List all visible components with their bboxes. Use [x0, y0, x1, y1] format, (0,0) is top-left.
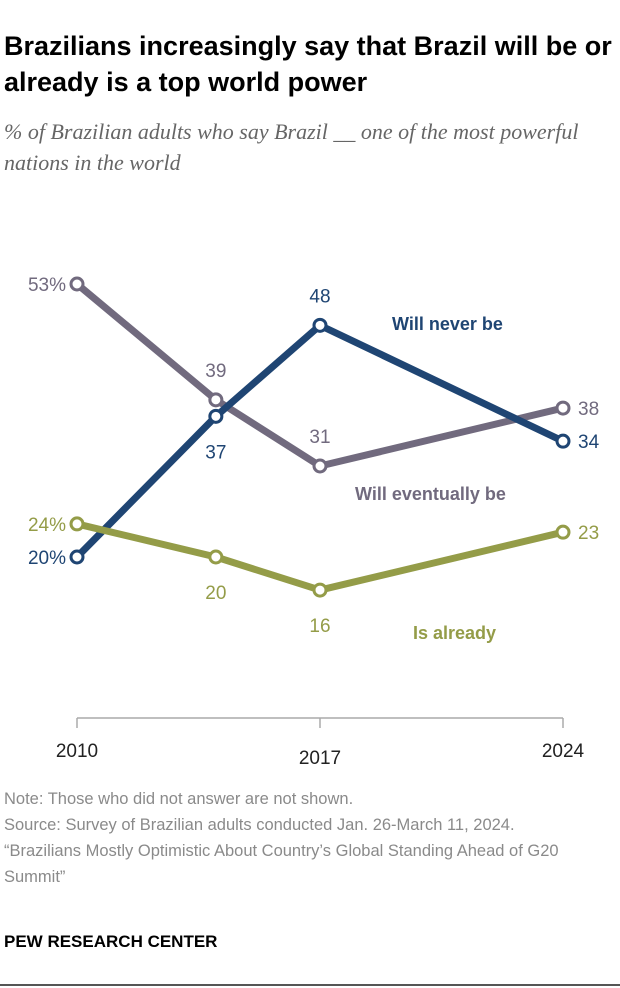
data-label: 48: [309, 286, 330, 307]
data-point: [312, 458, 328, 474]
data-point: [69, 276, 85, 292]
data-point: [69, 516, 85, 532]
series-line: [76, 520, 564, 594]
data-label: 53%: [28, 275, 66, 296]
data-label: 34: [578, 432, 600, 453]
series-label: Is already: [413, 623, 496, 643]
data-label: 20: [205, 583, 226, 604]
source-text: Source: Survey of Brazilian adults condu…: [4, 816, 515, 834]
data-label: 31: [309, 427, 330, 448]
chart-title: Brazilians increasingly say that Brazil …: [4, 31, 612, 97]
data-point: [69, 549, 85, 565]
x-tick-label: 2010: [56, 741, 98, 762]
chart-subtitle: % of Brazilian adults who say Brazil __ …: [4, 119, 579, 175]
data-point: [208, 408, 224, 424]
data-point: [312, 582, 328, 598]
data-label: 20%: [28, 548, 66, 569]
series-label: Will never be: [392, 314, 503, 334]
data-point: [208, 549, 224, 565]
report-title: “Brazilians Mostly Optimistic About Coun…: [4, 842, 559, 886]
brand-logo-text: PEW RESEARCH CENTER: [4, 932, 218, 951]
data-point: [312, 317, 328, 333]
data-point: [208, 392, 224, 408]
footer-notes: Note: Those who did not answer are not s…: [4, 786, 614, 890]
data-point: [555, 400, 571, 416]
x-tick-label: 2024: [542, 741, 585, 762]
series-label: Will eventually be: [355, 484, 506, 504]
series-line: [74, 281, 564, 470]
data-point: [555, 433, 571, 449]
data-label: 38: [578, 399, 599, 420]
data-label: 37: [205, 442, 226, 463]
data-label: 16: [309, 616, 330, 637]
x-tick-label: 2017: [299, 748, 341, 769]
data-label: 39: [205, 361, 226, 382]
data-label: 23: [578, 523, 599, 544]
data-label: 24%: [28, 515, 66, 536]
series-line: [74, 321, 565, 560]
note-text: Note: Those who did not answer are not s…: [4, 790, 354, 808]
data-point: [555, 524, 571, 540]
bottom-rule: [0, 984, 620, 986]
